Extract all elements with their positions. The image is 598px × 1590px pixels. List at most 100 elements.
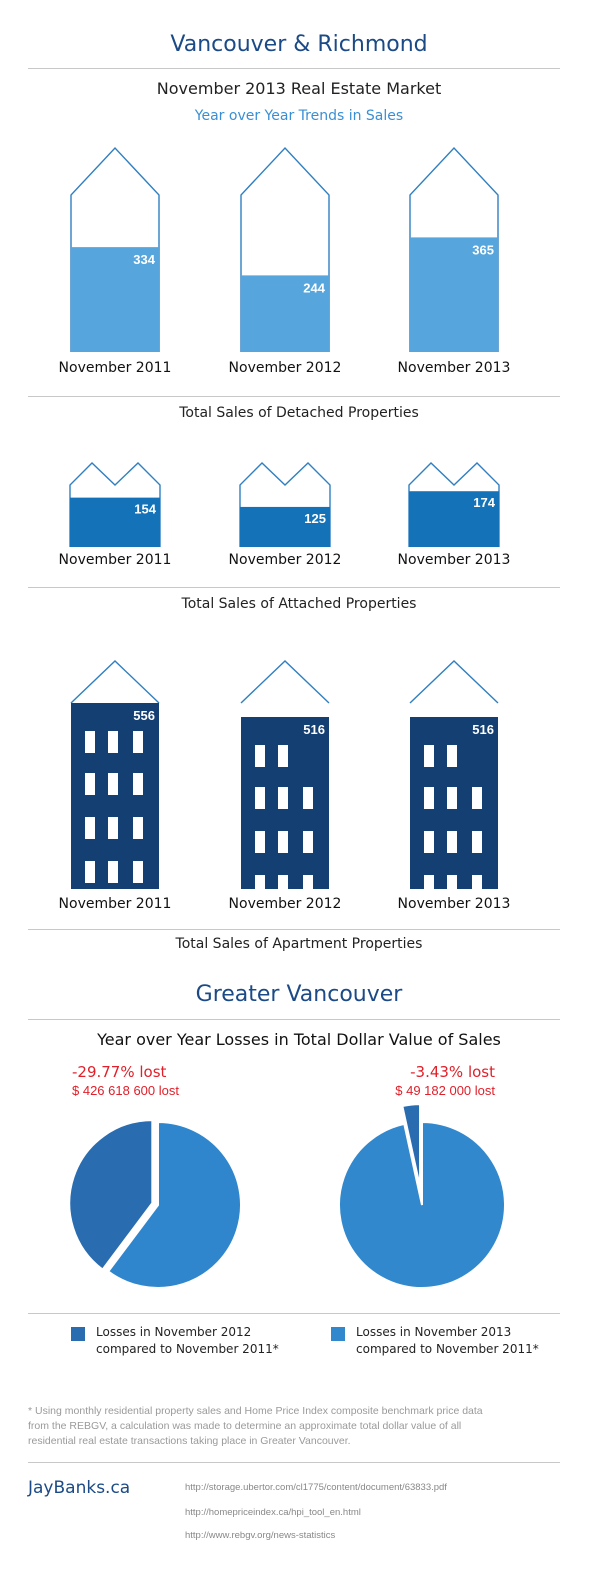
attached-chart: 154 125 174	[69, 462, 500, 547]
window	[255, 831, 265, 853]
townhouse-outline	[408, 462, 500, 547]
detached-chart: 334 244 365	[70, 146, 499, 352]
trend-label: Year over Year Trends in Sales	[194, 108, 404, 124]
brand-link[interactable]: JayBanks.ca	[28, 1478, 131, 1498]
legend-2012: Losses in November 2012 compared to Nove…	[96, 1324, 279, 1358]
window	[108, 731, 118, 753]
apartment-value-label: 516	[472, 722, 494, 737]
detached-value-label: 334	[133, 252, 155, 267]
attached-value-label: 125	[304, 511, 326, 526]
townhouse-outline	[239, 462, 331, 547]
window	[278, 875, 288, 895]
window	[472, 831, 482, 853]
window	[85, 773, 95, 795]
divider	[28, 68, 560, 69]
window	[424, 875, 434, 895]
detached-bar	[410, 237, 498, 352]
loss-pct-2013: -3.43% lost	[410, 1063, 495, 1081]
window	[472, 787, 482, 809]
window	[255, 875, 265, 895]
detached-bar	[71, 247, 159, 352]
source-link-1[interactable]: http://storage.ubertor.com/cl1775/conten…	[185, 1482, 447, 1493]
attached-value-label: 174	[473, 495, 495, 510]
losses-title: Year over Year Losses in Total Dollar Va…	[97, 1030, 501, 1049]
legend-2013: Losses in November 2013 compared to Nove…	[356, 1324, 539, 1358]
apartment-value-label: 556	[133, 708, 155, 723]
window	[133, 731, 143, 753]
attached-bar	[409, 491, 499, 547]
attached-label-2012: November 2012	[228, 552, 342, 568]
legend-2012-line2: compared to November 2011*	[96, 1342, 279, 1356]
window	[424, 745, 434, 767]
attached-value-label: 154	[134, 502, 156, 517]
window	[133, 817, 143, 839]
window	[133, 773, 143, 795]
divider	[28, 396, 560, 397]
house-outline	[240, 146, 330, 352]
footnote: * Using monthly residential property sal…	[28, 1405, 483, 1447]
window	[108, 773, 118, 795]
detached-label-2012: November 2012	[228, 360, 342, 376]
window	[424, 787, 434, 809]
loss-amount-2013: $ 49 182 000 lost	[395, 1083, 495, 1098]
source-link-2[interactable]: http://homepriceindex.ca/hpi_tool_en.htm…	[185, 1507, 361, 1518]
legend-2012-line1: Losses in November 2012	[96, 1325, 252, 1339]
detached-bar	[241, 275, 329, 352]
window	[303, 831, 313, 853]
tower-roof	[240, 660, 330, 704]
detached-title: Total Sales of Detached Properties	[179, 405, 419, 421]
window	[133, 861, 143, 883]
window	[472, 875, 482, 895]
window	[447, 875, 457, 895]
townhouse-outline	[69, 462, 161, 547]
loss-amount-2012: $ 426 618 600 lost	[72, 1083, 179, 1098]
greater-vancouver-title: Greater Vancouver	[195, 982, 403, 1007]
legend-swatch-2013	[331, 1327, 345, 1341]
legend-swatch-2012	[71, 1327, 85, 1341]
pie-charts	[68, 1105, 506, 1289]
legend-2013-line2: compared to November 2011*	[356, 1342, 539, 1356]
divider	[28, 929, 560, 930]
divider	[28, 587, 560, 588]
window	[447, 745, 457, 767]
pie-slice-remaining	[106, 1120, 242, 1289]
loss-pct-2012: -29.77% lost	[72, 1063, 167, 1081]
window	[85, 861, 95, 883]
legend-2013-line1: Losses in November 2013	[356, 1325, 512, 1339]
window	[278, 787, 288, 809]
apartment-label-2011: November 2011	[58, 896, 172, 912]
apartment-chart: 556 516 516	[70, 660, 499, 895]
divider	[28, 1019, 560, 1020]
divider	[28, 1313, 560, 1314]
window	[108, 817, 118, 839]
attached-bar	[70, 497, 160, 547]
attached-bar	[240, 506, 330, 547]
window	[255, 787, 265, 809]
attached-title: Total Sales of Attached Properties	[181, 596, 417, 612]
window	[278, 831, 288, 853]
source-link-3[interactable]: http://www.rebgv.org/news-statistics	[185, 1530, 336, 1541]
detached-value-label: 365	[472, 242, 494, 257]
window	[255, 745, 265, 767]
detached-value-label: 244	[303, 280, 325, 295]
tower-roof	[70, 660, 160, 704]
page-title: Vancouver & Richmond	[170, 32, 428, 57]
attached-label-2011: November 2011	[58, 552, 172, 568]
attached-label-2013: November 2013	[397, 552, 511, 568]
apartment-value-label: 516	[303, 722, 325, 737]
window	[303, 875, 313, 895]
apartment-label-2012: November 2012	[228, 896, 342, 912]
detached-label-2013: November 2013	[397, 360, 511, 376]
detached-label-2011: November 2011	[58, 360, 172, 376]
window	[108, 861, 118, 883]
page-subtitle: November 2013 Real Estate Market	[156, 79, 442, 98]
tower-roof	[409, 660, 499, 704]
window	[424, 831, 434, 853]
pie-slice-loss	[401, 1105, 422, 1188]
window	[447, 787, 457, 809]
pie-slice-loss	[68, 1119, 154, 1271]
apartment-title: Total Sales of Apartment Properties	[175, 936, 423, 952]
window	[85, 817, 95, 839]
pie-slice-remaining	[338, 1120, 506, 1289]
apartment-label-2013: November 2013	[397, 896, 511, 912]
